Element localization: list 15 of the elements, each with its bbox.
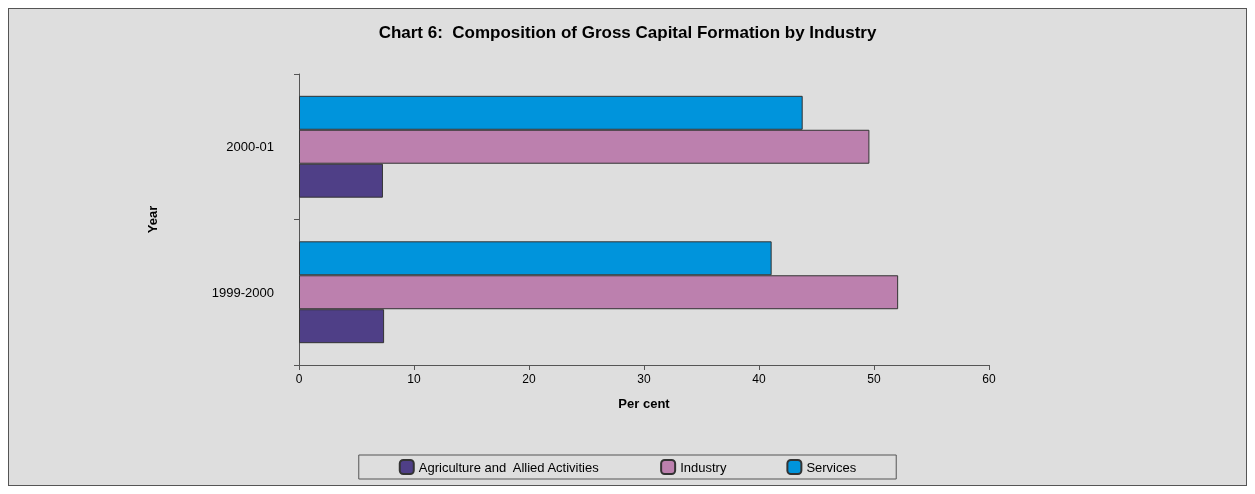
chart-title: Chart 6: Composition of Gross Capital Formation by Industry	[378, 23, 877, 42]
x-tick-label: 30	[637, 372, 651, 386]
legend-label: Agriculture and Allied Activities	[418, 459, 600, 475]
x-tick-label: 50	[867, 372, 881, 386]
legend-label: Industry	[680, 459, 727, 475]
y-tick-label: 1999-2000	[211, 284, 274, 300]
x-axis-title: Per cent	[618, 396, 671, 411]
legend-label: Services	[806, 459, 857, 475]
y-axis-title: Year	[145, 205, 160, 234]
x-tick-label: 60	[982, 372, 996, 386]
y-tick-label: 2000-01	[226, 139, 274, 155]
x-tick-label: 20	[522, 372, 536, 386]
x-tick-label: 40	[752, 372, 766, 386]
x-tick-label: 0	[295, 372, 303, 386]
x-tick-label: 10	[407, 372, 421, 386]
